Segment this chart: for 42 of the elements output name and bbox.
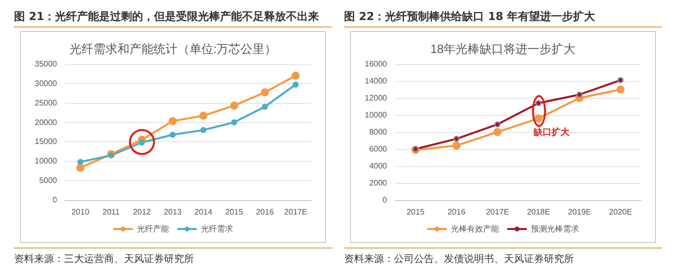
x-tick-label: 2015 [406,208,425,216]
y-tick-label: 0 [382,196,388,204]
legend-label: 预测光棒需求 [531,224,579,234]
legend-label: 光棒有效产能 [451,224,499,234]
y-tick-label: 8000 [369,128,388,136]
x-tick-label: 2018E [526,208,550,216]
y-tick-label: 0 [52,196,58,204]
chart-subtitle: 光纤需求和产能统计（单位:万芯公里） [69,42,277,56]
y-tick-label: 35000 [34,60,58,68]
annotation: 缺口扩大 [532,127,570,138]
y-tick-label: 10000 [364,110,388,120]
y-tick-label: 20000 [34,118,58,127]
y-tick-label: 12000 [364,94,388,102]
y-tick-label: 30000 [34,78,58,88]
y-tick-label: 2000 [369,178,388,188]
x-tick-label: 2014 [194,208,213,216]
y-tick-label: 25000 [34,98,58,108]
x-tick-label: 2010 [71,208,90,216]
y-tick-label: 4000 [369,162,388,170]
x-tick-label: 2016 [448,208,466,216]
x-tick-label: 2015 [225,208,244,216]
x-tick-label: 2017E [486,208,510,216]
x-tick-label: 2016 [256,208,274,216]
y-tick-label: 6000 [369,144,388,154]
chart-title: 图 22：光纤预制棒供给缺口 18 年有望进一步扩大 [344,8,662,28]
x-tick-label: 2011 [102,208,120,216]
x-tick-label: 2013 [164,208,182,216]
legend-label: 光纤需求 [201,224,233,234]
legend-label: 光纤产能 [137,224,169,234]
y-tick-label: 15000 [34,137,58,146]
text: 资料来源：公司公告、发债说明书、天风证券研究所 [344,247,662,266]
x-tick-label: 2020E [608,208,632,216]
x-tick-label: 2017E [284,208,308,216]
y-tick-label: 14000 [364,76,388,86]
x-tick-label: 2012 [132,208,152,216]
x-tick-label: 2019E [568,208,592,216]
text: 资料来源：三大运营商、天风证券研究所 [14,247,332,266]
y-tick-label: 10000 [34,156,58,166]
chart-title: 图 21：光纤产能是过剩的，但是受限光棒产能不足释放不出来 [14,8,332,28]
y-tick-label: 16000 [364,60,388,68]
y-tick-label: 5000 [39,176,58,186]
chart-subtitle: 18年光棒缺口将进一步扩大 [430,42,576,56]
